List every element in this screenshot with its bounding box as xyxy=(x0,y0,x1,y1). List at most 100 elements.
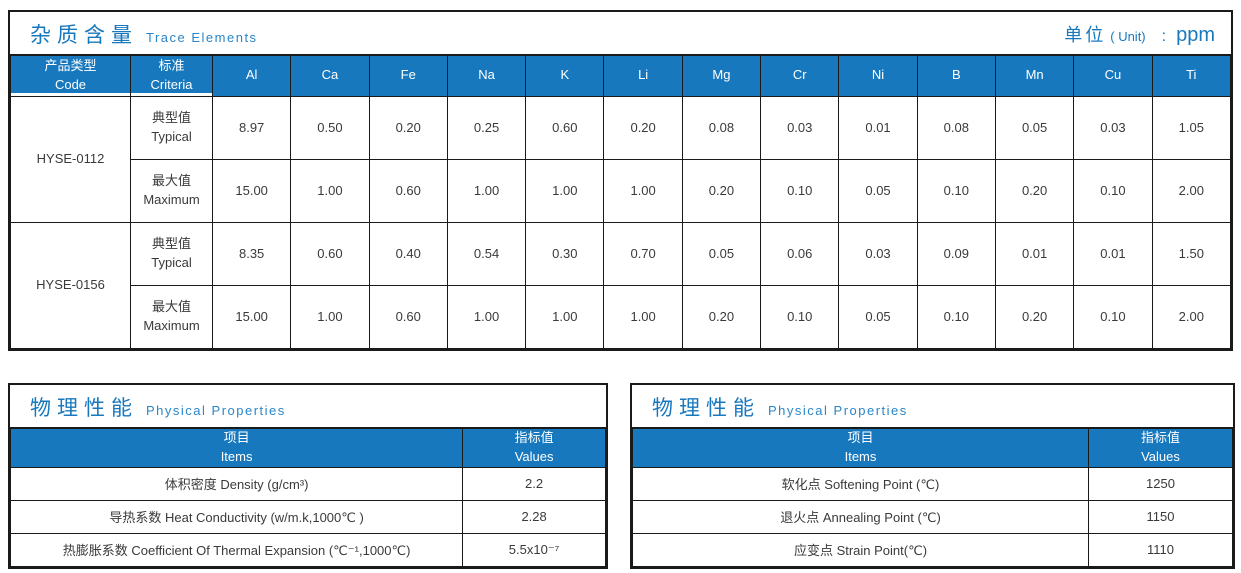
trace-elements-panel: 杂质含量 Trace Elements 单位 ( Unit) : ppm 产品类… xyxy=(8,10,1233,351)
value-cell: 0.10 xyxy=(916,284,996,349)
col-header-values: 指标值 Values xyxy=(1088,426,1233,468)
value-cell: 0.09 xyxy=(916,221,996,286)
col-header-element: B xyxy=(916,54,996,97)
item-cell: 导热系数 Heat Conductivity (w/m.k,1000℃ ) xyxy=(9,499,464,534)
col-header-element: Li xyxy=(603,54,683,97)
physical-right-header-row: 项目 Items 指标值 Values xyxy=(632,426,1233,468)
value-cell: 0.08 xyxy=(916,95,996,160)
value-cell: 0.03 xyxy=(760,95,840,160)
unit-indicator: 单位 ( Unit) : ppm xyxy=(1064,21,1215,47)
value-cell: 2.00 xyxy=(1151,284,1232,349)
product-code-cell: HYSE-0112 xyxy=(10,95,131,223)
value-cell: 0.60 xyxy=(525,95,605,160)
table-row: 应变点 Strain Point(℃) 1110 xyxy=(632,532,1233,567)
table-row: 软化点 Softening Point (℃) 1250 xyxy=(632,466,1233,501)
unit-colon: : xyxy=(1161,28,1167,45)
col-header-criteria-zh: 标准 xyxy=(158,57,185,73)
value-cell: 1.00 xyxy=(525,284,605,349)
value-cell: 0.08 xyxy=(681,95,762,160)
value-cell: 2.28 xyxy=(462,499,606,534)
value-cell: 0.20 xyxy=(681,284,762,349)
value-cell: 0.20 xyxy=(994,158,1075,223)
criteria-zh: 最大值 xyxy=(151,172,191,188)
value-cell: 0.10 xyxy=(760,284,840,349)
value-cell: 1.00 xyxy=(290,284,370,349)
value-cell: 0.10 xyxy=(916,158,996,223)
value-cell: 0.05 xyxy=(838,158,918,223)
value-cell: 8.35 xyxy=(211,221,292,286)
col-header-criteria-en: Criteria xyxy=(150,76,193,92)
criteria-cell: 最大值 Maximum xyxy=(130,284,213,349)
value-cell: 2.2 xyxy=(462,466,606,501)
value-cell: 1.50 xyxy=(1151,221,1232,286)
col-header-items-zh: 项目 xyxy=(847,430,874,445)
criteria-en: Maximum xyxy=(143,191,200,207)
value-cell: 0.20 xyxy=(994,284,1075,349)
value-cell: 0.10 xyxy=(1073,284,1153,349)
value-cell: 1.00 xyxy=(603,158,683,223)
value-cell: 0.54 xyxy=(446,221,527,286)
value-cell: 0.01 xyxy=(994,221,1075,286)
physical-right-title: 物理性能 Physical Properties xyxy=(652,392,908,422)
value-cell: 1110 xyxy=(1088,532,1233,567)
value-cell: 0.05 xyxy=(838,284,918,349)
value-cell: 0.20 xyxy=(603,95,683,160)
col-header-values: 指标值 Values xyxy=(462,426,606,468)
value-cell: 0.60 xyxy=(290,221,370,286)
col-header-criteria: 标准 Criteria xyxy=(130,54,213,97)
table-row: HYSE-0112 典型值 Typical 8.97 0.50 0.20 0.2… xyxy=(10,95,1232,223)
value-cell: 0.20 xyxy=(368,95,448,160)
trace-title-zh: 杂质含量 xyxy=(30,24,138,47)
trace-title-en: Trace Elements xyxy=(146,30,258,45)
col-header-values-en: Values xyxy=(514,448,554,464)
value-cell: 0.01 xyxy=(1073,221,1153,286)
trace-elements-title-bar: 杂质含量 Trace Elements 单位 ( Unit) : ppm xyxy=(10,12,1231,54)
value-cell: 15.00 xyxy=(211,284,292,349)
criteria-en: Typical xyxy=(151,254,192,270)
table-row: 体积密度 Density (g/cm³) 2.2 xyxy=(9,466,606,501)
table-row: 热膨胀系数 Coefficient Of Thermal Expansion (… xyxy=(9,532,606,567)
value-cell: 0.03 xyxy=(838,221,918,286)
value-cell: 1.00 xyxy=(446,284,527,349)
value-cell: 1.05 xyxy=(1151,95,1232,160)
value-cell: 0.10 xyxy=(1073,158,1153,223)
value-cell: 15.00 xyxy=(211,158,292,223)
physical-left-title-en: Physical Properties xyxy=(146,403,286,418)
physical-right-title-bar: 物理性能 Physical Properties xyxy=(632,385,1233,427)
col-header-code-zh: 产品类型 xyxy=(44,57,97,73)
col-header-element: Fe xyxy=(368,54,448,97)
col-header-element: Mn xyxy=(994,54,1075,97)
col-header-element: Al xyxy=(211,54,292,97)
physical-properties-panel-right: 物理性能 Physical Properties 项目 Items 指标值 Va… xyxy=(630,383,1235,569)
unit-label-en: ( Unit) xyxy=(1110,29,1146,44)
physical-properties-panel-left: 物理性能 Physical Properties 项目 Items 指标值 Va… xyxy=(8,383,608,569)
unit-value: ppm xyxy=(1176,24,1215,46)
physical-right-table: 项目 Items 指标值 Values 软化点 Softening Point … xyxy=(632,426,1233,567)
trace-elements-table: 产品类型 Code 标准 Criteria Al Ca Fe Na K Li M… xyxy=(10,54,1232,349)
table-row: 退火点 Annealing Point (℃) 1150 xyxy=(632,499,1233,534)
col-header-code-en: Code xyxy=(54,76,87,92)
physical-properties-section: 物理性能 Physical Properties 项目 Items 指标值 Va… xyxy=(8,383,1235,569)
col-header-element: Cr xyxy=(760,54,840,97)
value-cell: 0.60 xyxy=(368,284,448,349)
col-header-values-zh: 指标值 xyxy=(514,430,554,445)
col-header-items-en: Items xyxy=(220,448,253,464)
col-header-items: 项目 Items xyxy=(632,426,1089,468)
value-cell: 5.5x10⁻⁷ xyxy=(462,532,606,567)
value-cell: 8.97 xyxy=(211,95,292,160)
value-cell: 0.06 xyxy=(760,221,840,286)
value-cell: 1150 xyxy=(1088,499,1233,534)
col-header-element: Cu xyxy=(1073,54,1153,97)
item-cell: 退火点 Annealing Point (℃) xyxy=(632,499,1089,534)
physical-right-title-en: Physical Properties xyxy=(768,403,908,418)
col-header-items-zh: 项目 xyxy=(223,430,250,445)
product-code-cell: HYSE-0156 xyxy=(10,221,131,349)
trace-elements-title: 杂质含量 Trace Elements xyxy=(30,19,258,49)
value-cell: 0.25 xyxy=(446,95,527,160)
col-header-element: Ca xyxy=(290,54,370,97)
value-cell: 1250 xyxy=(1088,466,1233,501)
criteria-en: Maximum xyxy=(143,317,200,333)
value-cell: 0.60 xyxy=(368,158,448,223)
criteria-cell: 典型值 Typical xyxy=(130,95,213,160)
value-cell: 0.10 xyxy=(760,158,840,223)
